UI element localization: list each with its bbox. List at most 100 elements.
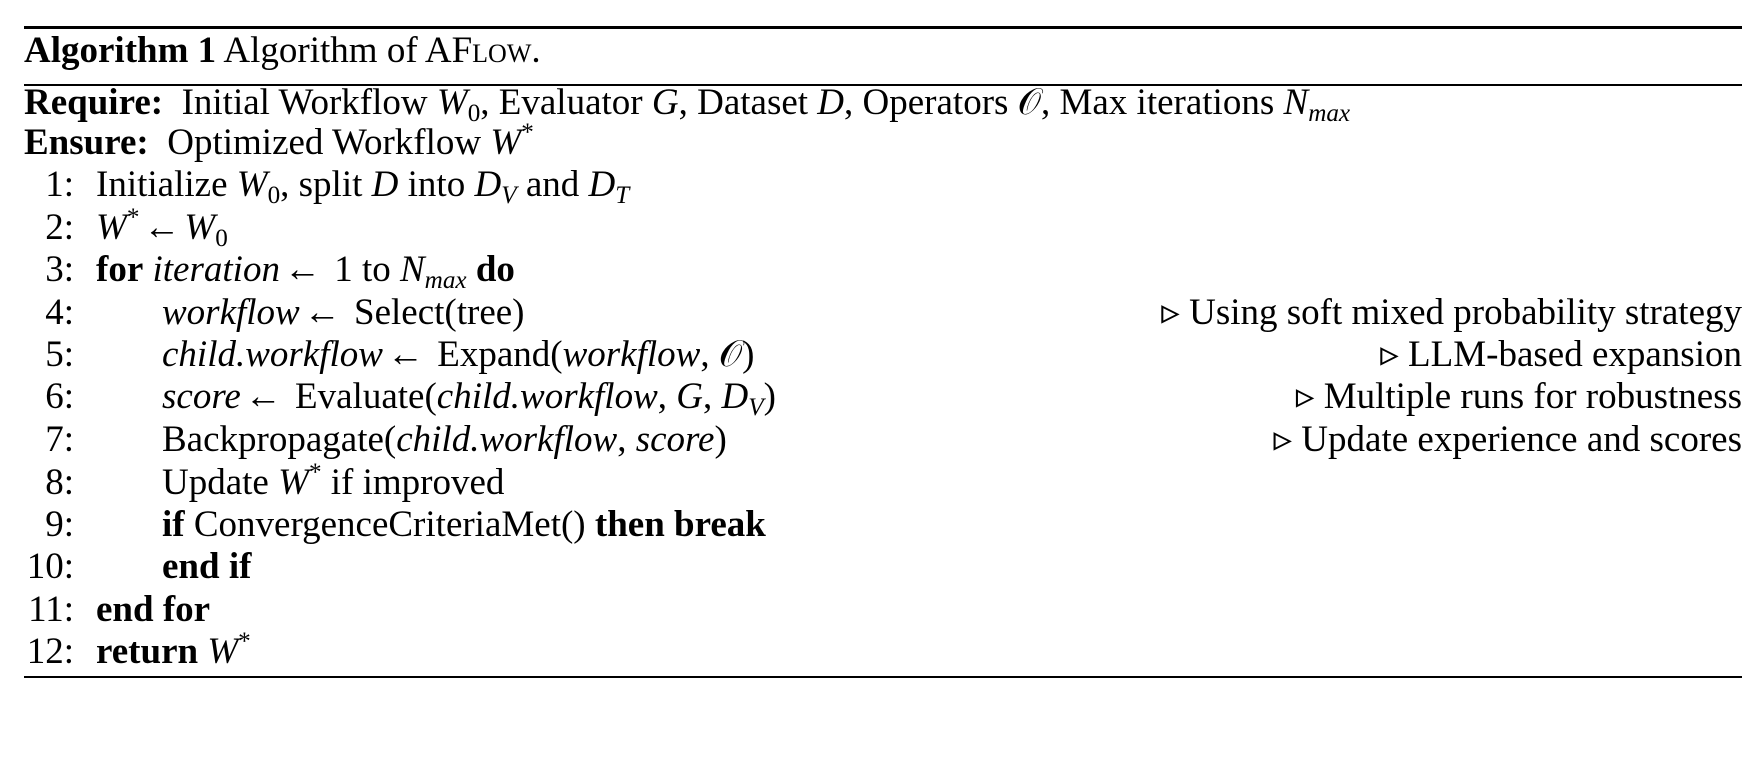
algo-line-11: 11: end for — [24, 587, 1742, 633]
line-number: 11: — [28, 589, 74, 630]
line-comment: ▹ Multiple runs for robustness — [1296, 374, 1742, 420]
left-arrow-icon: ← — [143, 207, 181, 248]
ensure-text: Optimized Workflow — [167, 122, 491, 163]
algo-line-3: 3: for iteration ← 1 to Nmax do — [24, 247, 1742, 293]
keyword-for: for — [96, 249, 144, 290]
math-W: W — [490, 122, 522, 163]
math-G: G — [676, 376, 703, 417]
algorithm-caption: Algorithm 1 Algorithm of AFlow. — [24, 28, 1742, 74]
triangle-right-icon: ▹ — [1295, 376, 1315, 417]
math-sub: T — [615, 182, 630, 210]
code-text: , split — [280, 164, 372, 205]
line-code: W* ← W0 — [96, 205, 228, 251]
keyword-end-for: end for — [96, 589, 211, 630]
ensure-line: Ensure: Optimized Workflow W* — [24, 120, 1742, 166]
code-text: ConvergenceCriteriaMet() — [184, 504, 595, 545]
line-code: Initialize W0, split D into DV and DT — [96, 162, 629, 208]
algo-line-2: 2: W* ← W0 — [24, 205, 1742, 251]
require-text: , Operators — [844, 82, 1018, 123]
caption-name-a: A — [424, 30, 452, 71]
require-text: , Max iterations — [1040, 82, 1284, 123]
caption-dot: . — [531, 30, 541, 71]
left-arrow-icon: ← — [244, 376, 282, 417]
math-sub: 0 — [267, 182, 281, 210]
comment-text: Multiple runs for robustness — [1323, 376, 1742, 417]
math-D: D — [721, 376, 749, 417]
code-text: Select(tree) — [344, 292, 525, 333]
algo-line-4: 4: workflow ← Select(tree) ▹ Using soft m… — [24, 290, 1742, 336]
algo-line-5: 5: child.workflow ← Expand(workflow, 𝒪) ▹… — [24, 332, 1742, 378]
math-W: W — [236, 164, 268, 205]
keyword-if: if — [162, 504, 185, 545]
line-number: 5: — [45, 334, 74, 375]
line-code: child.workflow ← Expand(workflow, 𝒪) — [162, 332, 754, 378]
code-text: Backpropagate( — [162, 419, 397, 460]
code-text: ) — [714, 419, 727, 460]
math-sup: * — [126, 204, 140, 232]
line-comment: ▹ Using soft mixed probability strategy — [1161, 290, 1742, 336]
top-rule — [24, 26, 1742, 29]
code-text: Evaluate( — [285, 376, 437, 417]
line-number: 12: — [26, 631, 74, 672]
math-W: W — [184, 207, 216, 248]
math-var: child.workflow — [162, 334, 383, 375]
code-text: Update — [162, 462, 279, 503]
math-var: workflow — [162, 292, 300, 333]
algo-line-10: 10: end if — [24, 544, 1742, 590]
math-W: W — [278, 462, 309, 503]
caption-name-low: low — [472, 30, 532, 71]
line-number: 3: — [45, 249, 74, 290]
math-D: D — [817, 82, 845, 123]
line-code: if ConvergenceCriteriaMet() then break — [162, 502, 766, 548]
triangle-right-icon: ▹ — [1273, 419, 1293, 460]
math-O: 𝒪 — [1017, 82, 1041, 123]
math-G: G — [651, 82, 679, 123]
code-text: , — [700, 334, 719, 375]
math-sub: V — [501, 182, 517, 210]
code-text: 1 to — [324, 249, 400, 290]
require-text: Initial Workflow — [181, 82, 437, 123]
keyword-then-break: then break — [594, 504, 766, 545]
algorithm-box: Algorithm 1 Algorithm of AFlow. Require:… — [24, 0, 1742, 784]
math-N: N — [399, 249, 425, 290]
algo-line-8: 8: Update W* if improved — [24, 460, 1742, 506]
line-code: score ← Evaluate(child.workflow, G, DV) — [162, 374, 776, 420]
math-var: child.workflow — [396, 419, 618, 460]
math-D: D — [588, 164, 616, 205]
triangle-right-icon: ▹ — [1380, 334, 1399, 375]
code-text: ) — [742, 334, 755, 375]
code-text: , — [617, 419, 636, 460]
bottom-rule — [24, 676, 1742, 678]
line-code: workflow ← Select(tree) — [162, 290, 525, 336]
line-number: 8: — [45, 462, 74, 503]
line-comment: ▹ LLM-based expansion — [1380, 332, 1742, 378]
math-N: N — [1283, 82, 1309, 123]
keyword-return: return — [96, 631, 199, 672]
code-text: ) — [763, 376, 776, 417]
math-sup: * — [238, 628, 251, 656]
math-sub: V — [748, 394, 764, 422]
math-O: 𝒪 — [718, 334, 743, 375]
code-text: , — [703, 376, 722, 417]
require-line: Require: Initial Workflow W0, Evaluator … — [24, 80, 1742, 126]
code-text: into — [398, 164, 475, 205]
math-sup: * — [308, 459, 322, 487]
line-code: return W* — [96, 629, 251, 675]
triangle-right-icon: ▹ — [1161, 292, 1180, 333]
algo-line-6: 6: score ← Evaluate(child.workflow, G, DV… — [24, 374, 1742, 420]
comment-text: LLM-based expansion — [1408, 334, 1742, 375]
code-text: , — [657, 376, 677, 417]
left-arrow-icon: ← — [283, 249, 321, 290]
code-text: if improved — [321, 462, 505, 503]
line-number: 2: — [45, 207, 74, 248]
algo-line-7: 7: Backpropagate(child.workflow, score) … — [24, 417, 1742, 463]
math-sub: 0 — [215, 225, 228, 253]
math-D: D — [371, 164, 399, 205]
comment-text: Using soft mixed probability strategy — [1189, 292, 1742, 333]
require-label: Require: — [24, 82, 164, 123]
math-W: W — [207, 631, 239, 672]
keyword-end-if: end if — [162, 546, 252, 587]
math-D: D — [474, 164, 502, 205]
keyword-do: do — [475, 249, 515, 290]
math-var: score — [162, 376, 241, 417]
